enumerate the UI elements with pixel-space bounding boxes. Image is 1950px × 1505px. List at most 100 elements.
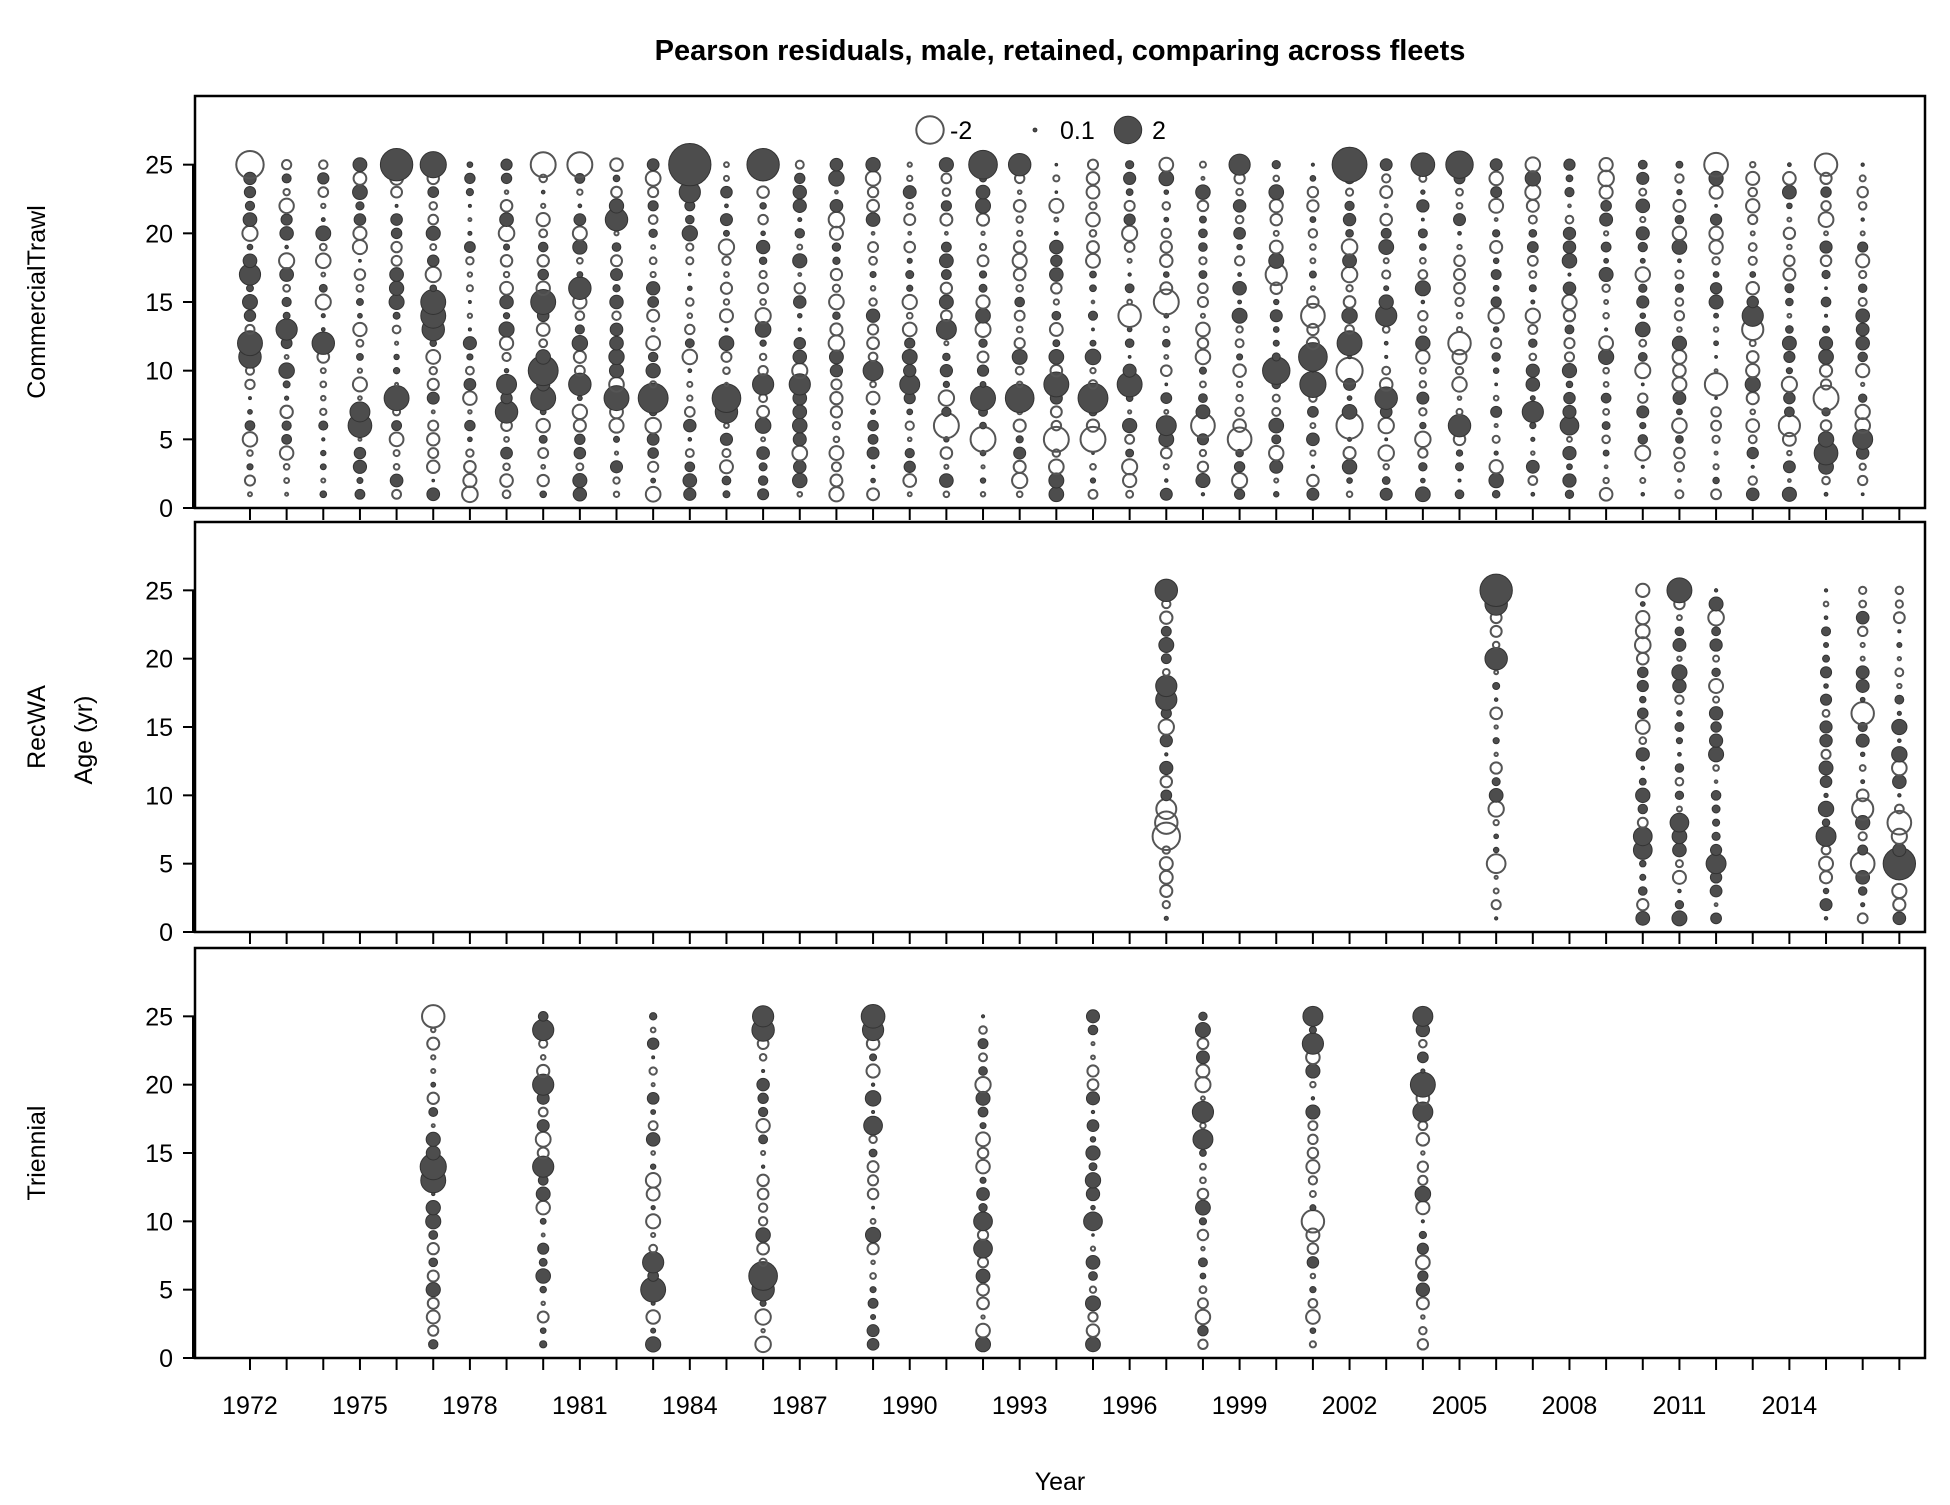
residual-bubble — [1233, 226, 1246, 240]
residual-bubble — [686, 285, 693, 292]
residual-bubble — [1493, 874, 1499, 880]
residual-bubble — [499, 212, 514, 227]
residual-bubble — [1786, 216, 1793, 223]
residual-bubble — [869, 1053, 878, 1062]
residual-bubble — [463, 378, 477, 391]
residual-bubble — [866, 1187, 880, 1201]
residual-bubble — [1090, 1041, 1096, 1047]
residual-bubble — [314, 252, 332, 270]
residual-bubble — [1198, 393, 1208, 404]
residual-bubble — [1676, 710, 1683, 717]
residual-bubble — [1123, 199, 1136, 212]
residual-bubble — [427, 186, 440, 198]
residual-bubble — [1893, 803, 1905, 815]
residual-bubble — [1860, 381, 1866, 388]
residual-bubble — [1637, 434, 1649, 445]
residual-bubble — [502, 243, 511, 251]
residual-bubble — [867, 1297, 879, 1309]
residual-bubble — [645, 1336, 662, 1353]
residual-bubble — [868, 297, 878, 307]
residual-bubble — [426, 1242, 440, 1256]
residual-bubble — [1640, 382, 1645, 387]
residual-bubble — [1633, 636, 1652, 654]
residual-bubble — [1819, 378, 1833, 391]
residual-bubble — [719, 213, 733, 227]
residual-bubble — [1708, 239, 1724, 255]
residual-bubble — [575, 462, 585, 472]
residual-bubble — [1858, 174, 1867, 183]
residual-bubble — [419, 151, 447, 179]
residual-bubble — [1310, 162, 1315, 167]
residual-bubble — [864, 1090, 882, 1107]
residual-bubble — [1416, 1160, 1430, 1173]
residual-bubble — [1087, 1311, 1099, 1323]
residual-bubble — [1859, 655, 1866, 662]
residual-bubble — [1821, 269, 1831, 280]
residual-bubble — [425, 459, 441, 475]
residual-bubble — [1336, 330, 1363, 357]
residual-bubble — [757, 365, 769, 377]
residual-bubble — [467, 436, 473, 443]
residual-bubble — [426, 391, 440, 405]
residual-bubble — [1273, 477, 1280, 484]
residual-bubble — [464, 241, 476, 253]
residual-bubble — [866, 198, 881, 213]
residual-bubble — [1820, 296, 1832, 308]
residual-bubble — [1666, 577, 1693, 604]
residual-bubble — [1677, 751, 1682, 757]
residual-bubble — [1598, 486, 1614, 502]
residual-bubble — [645, 363, 661, 379]
residual-bubble — [1272, 229, 1280, 237]
residual-bubble — [1416, 391, 1430, 405]
residual-bubble — [613, 230, 620, 237]
residual-bubble — [1159, 281, 1174, 296]
residual-bubble — [668, 143, 712, 187]
residual-bubble — [1637, 803, 1649, 815]
residual-bubble — [1489, 240, 1504, 255]
residual-bubble — [1414, 280, 1431, 297]
residual-bubble — [758, 462, 768, 472]
residual-bubble — [1418, 1038, 1428, 1049]
residual-bubble — [682, 473, 698, 488]
residual-bubble — [1048, 486, 1065, 503]
residual-bubble — [1896, 710, 1902, 716]
residual-bubble — [539, 1340, 548, 1349]
residual-bubble — [1079, 425, 1107, 453]
residual-bubble — [1341, 404, 1358, 420]
residual-bubble — [646, 1037, 660, 1050]
residual-bubble — [646, 432, 660, 446]
residual-bubble — [1491, 640, 1501, 650]
residual-bubble — [1379, 158, 1393, 172]
residual-bubble — [1786, 312, 1793, 319]
residual-bubble — [354, 488, 366, 500]
residual-bubble — [941, 187, 952, 197]
residual-bubble — [687, 368, 693, 374]
residual-bubble — [939, 473, 954, 488]
y-tick-label: 10 — [145, 782, 173, 810]
legend-label: 0.1 — [1060, 117, 1095, 145]
residual-bubble — [1345, 490, 1354, 499]
residual-bubble — [390, 240, 403, 254]
residual-bubble — [499, 280, 514, 296]
residual-bubble — [1232, 280, 1247, 296]
residual-bubble — [1085, 211, 1101, 228]
residual-bubble — [1089, 1245, 1097, 1252]
residual-bubble — [1416, 1338, 1430, 1351]
residual-bubble — [612, 490, 621, 498]
residual-bubble — [1672, 638, 1687, 652]
residual-bubble — [1636, 171, 1650, 185]
residual-bubble — [1158, 637, 1175, 653]
x-tick-label: 2011 — [1653, 1392, 1707, 1420]
residual-bubble — [647, 351, 659, 363]
residual-bubble — [466, 271, 474, 278]
residual-bubble — [1417, 1120, 1429, 1132]
residual-bubble — [1088, 201, 1098, 211]
residual-bubble — [461, 485, 479, 504]
residual-bubble — [1493, 217, 1499, 223]
residual-bubble — [282, 283, 292, 293]
residual-bubble — [1161, 201, 1172, 211]
residual-bubble — [830, 461, 842, 473]
residual-bubble — [1273, 491, 1280, 498]
residual-bubble — [573, 213, 587, 226]
